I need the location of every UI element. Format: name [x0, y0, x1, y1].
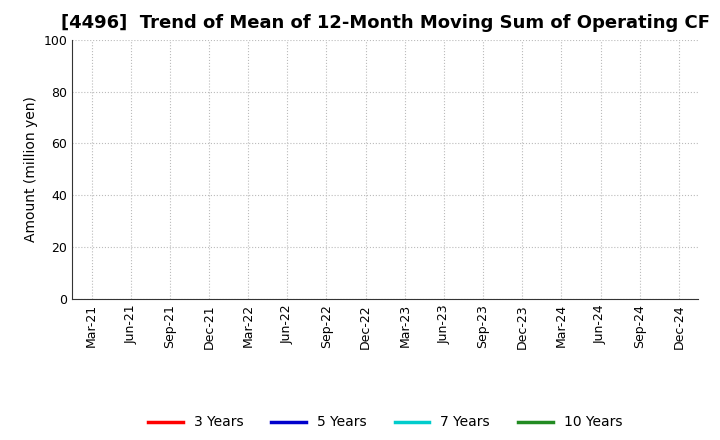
- Legend: 3 Years, 5 Years, 7 Years, 10 Years: 3 Years, 5 Years, 7 Years, 10 Years: [143, 410, 628, 435]
- Title: [4496]  Trend of Mean of 12-Month Moving Sum of Operating CF: [4496] Trend of Mean of 12-Month Moving …: [60, 15, 710, 33]
- Y-axis label: Amount (million yen): Amount (million yen): [24, 96, 37, 242]
